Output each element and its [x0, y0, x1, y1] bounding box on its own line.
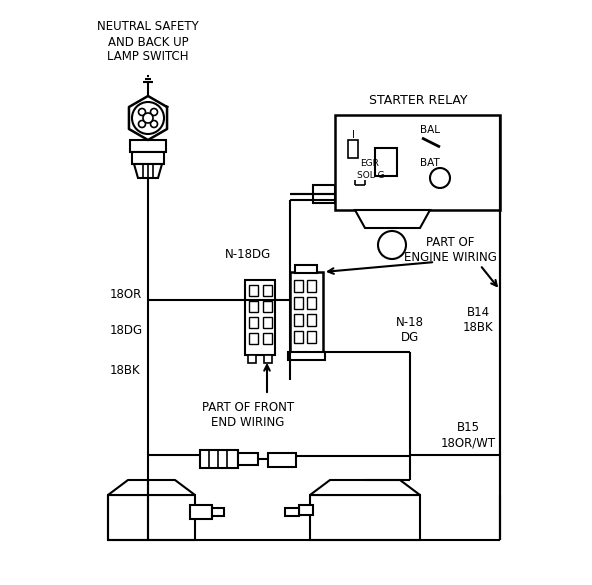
Bar: [375, 148, 397, 176]
Circle shape: [139, 108, 146, 115]
Bar: [249, 333, 258, 344]
Polygon shape: [310, 495, 420, 540]
Bar: [294, 314, 303, 326]
Text: 18OR: 18OR: [110, 288, 142, 301]
Bar: [263, 317, 272, 328]
Circle shape: [150, 121, 157, 128]
Text: 18BK: 18BK: [110, 363, 141, 377]
Polygon shape: [108, 480, 195, 495]
Bar: [268, 453, 296, 467]
Circle shape: [132, 102, 164, 134]
Bar: [190, 505, 212, 519]
Text: 18DG: 18DG: [110, 324, 143, 336]
Text: PART OF
ENGINE WIRING: PART OF ENGINE WIRING: [404, 236, 497, 264]
Bar: [212, 508, 224, 516]
Circle shape: [430, 168, 450, 188]
Bar: [313, 185, 335, 203]
Bar: [290, 272, 323, 352]
Polygon shape: [108, 495, 195, 540]
Text: N-18DG: N-18DG: [225, 249, 271, 261]
Bar: [132, 152, 164, 164]
Bar: [245, 280, 275, 355]
Bar: [299, 505, 313, 515]
Circle shape: [150, 108, 157, 115]
Text: STARTER RELAY: STARTER RELAY: [369, 94, 467, 106]
Circle shape: [378, 231, 406, 259]
Bar: [263, 301, 272, 312]
Bar: [348, 140, 358, 158]
Bar: [263, 333, 272, 344]
Bar: [295, 265, 317, 273]
Text: PART OF FRONT
END WIRING: PART OF FRONT END WIRING: [202, 401, 294, 429]
Circle shape: [143, 113, 153, 123]
Bar: [200, 450, 238, 468]
Bar: [307, 280, 316, 292]
Bar: [307, 314, 316, 326]
Polygon shape: [134, 164, 162, 178]
Bar: [294, 331, 303, 343]
Text: I: I: [352, 130, 355, 140]
Bar: [335, 115, 500, 210]
Polygon shape: [355, 210, 430, 228]
Bar: [288, 352, 325, 360]
Bar: [249, 301, 258, 312]
Text: BAL: BAL: [420, 125, 440, 135]
Text: B15
18OR/WT: B15 18OR/WT: [440, 421, 496, 449]
Text: SOL G: SOL G: [357, 170, 385, 180]
Bar: [248, 355, 256, 363]
Polygon shape: [310, 480, 420, 495]
Bar: [294, 297, 303, 309]
Bar: [294, 280, 303, 292]
Bar: [249, 317, 258, 328]
Circle shape: [139, 121, 146, 128]
Bar: [285, 508, 299, 516]
Bar: [307, 331, 316, 343]
Bar: [130, 140, 166, 152]
Bar: [264, 355, 272, 363]
Text: B14
18BK: B14 18BK: [463, 306, 493, 334]
Bar: [307, 297, 316, 309]
Bar: [238, 453, 258, 465]
Bar: [263, 285, 272, 296]
Text: EGR: EGR: [360, 159, 379, 167]
Text: BAT: BAT: [420, 158, 440, 168]
Text: N-18
DG: N-18 DG: [396, 316, 424, 344]
Text: NEUTRAL SAFETY
AND BACK UP
LAMP SWITCH: NEUTRAL SAFETY AND BACK UP LAMP SWITCH: [97, 20, 199, 64]
Bar: [249, 285, 258, 296]
